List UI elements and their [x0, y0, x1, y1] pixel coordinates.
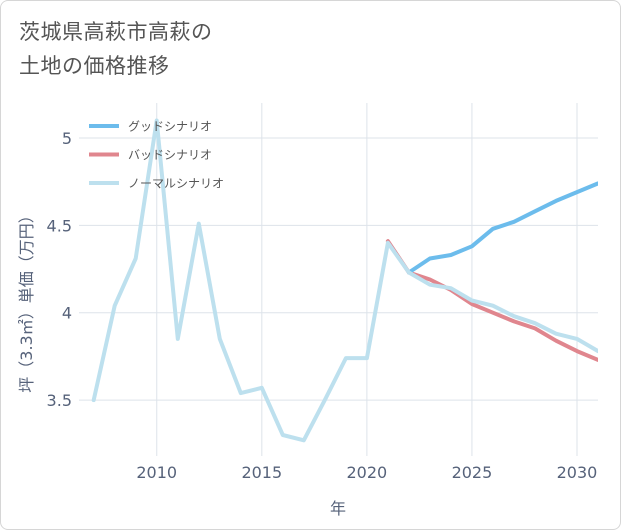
legend-label: バッドシナリオ: [128, 148, 212, 162]
series-line-0: [406, 181, 598, 275]
y-tick-label: 5: [62, 129, 72, 148]
axis-ticks: 2010 2015 2020 2025 2030 3.5 4 4.5 5: [47, 129, 598, 482]
plot-area: [79, 103, 598, 456]
y-tick-label: 4: [62, 304, 72, 323]
x-axis-title: 年: [330, 499, 346, 518]
legend-label: グッドシナリオ: [128, 120, 212, 134]
chart-title-line-1: 茨城県高萩市高萩の: [19, 20, 213, 44]
legend-item[interactable]: バッドシナリオ: [89, 148, 212, 162]
x-tick-label: 2015: [241, 463, 282, 482]
series-line-2: [91, 118, 598, 443]
y-tick-label: 3.5: [47, 391, 72, 410]
legend-label: ノーマルシナリオ: [128, 177, 224, 191]
x-tick-label: 2020: [347, 463, 388, 482]
legend-item[interactable]: ノーマルシナリオ: [89, 177, 224, 191]
series-line-1: [385, 239, 598, 362]
y-axis-title: 坪（3.3㎡）単価（万円）: [17, 207, 36, 392]
x-tick-label: 2025: [452, 463, 493, 482]
series-lines: [91, 118, 598, 443]
y-tick-label: 4.5: [47, 216, 72, 235]
x-tick-label: 2030: [557, 463, 598, 482]
chart-title: 茨城県高萩市高萩の 土地の価格推移: [19, 15, 213, 83]
grid: [79, 103, 598, 456]
legend-item[interactable]: グッドシナリオ: [89, 120, 212, 134]
x-tick-label: 2010: [136, 463, 177, 482]
chart-title-line-2: 土地の価格推移: [19, 54, 170, 78]
